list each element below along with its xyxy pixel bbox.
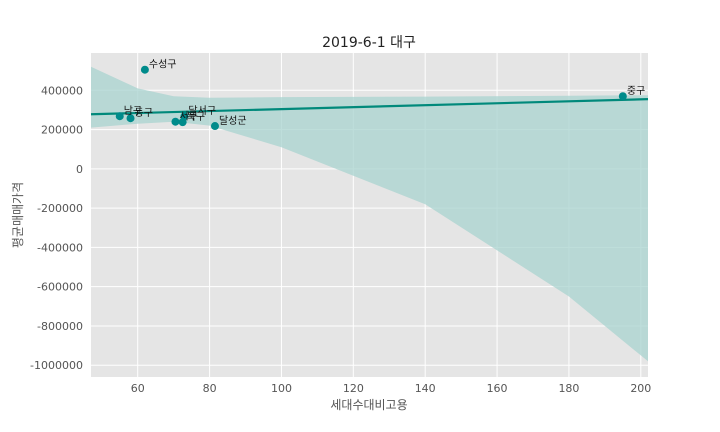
x-tick-label: 160 [487,382,508,395]
y-tick-label: -200000 [37,202,83,215]
point-label: 중구 [627,85,645,97]
x-tick-label: 140 [415,382,436,395]
point-label: 남구 [124,105,142,117]
y-tick-label: -1000000 [30,359,83,372]
y-axis-ticks: 400000 200000 0 -200000 -400000 -600000 -80000… [30,84,83,372]
confidence-band [91,66,648,362]
data-points [115,65,627,131]
chart-title: 2019-6-1 대구 [322,35,416,51]
regression-line-path [90,98,649,116]
data-point [171,117,180,126]
y-axis-label: 평균매매가격 [11,182,25,248]
confidence-band-area [91,66,648,362]
point-label: 서구 [179,111,197,123]
point-label: 북구 [187,111,205,123]
y-tick-label: 400000 [41,84,83,97]
x-tick-label: 80 [203,382,217,395]
y-tick-label: -400000 [37,241,83,254]
x-tick-label: 100 [271,382,292,395]
data-point [115,112,124,121]
y-tick-label: 200000 [41,124,83,137]
data-point [126,114,135,123]
x-tick-label: 60 [131,382,145,395]
x-axis-ticks: 60 80 100 120 140 160 180 200 [131,382,652,395]
data-point [140,65,149,74]
y-tick-label: -600000 [37,281,83,294]
data-point [178,118,187,127]
data-point [618,92,627,101]
point-label: 달서구 [188,105,216,117]
data-point [210,122,219,131]
point-label: 동구 [135,107,153,119]
x-tick-label: 120 [343,382,364,395]
point-label: 수성구 [149,59,177,71]
x-tick-label: 200 [630,382,651,395]
x-tick-label: 180 [558,382,579,395]
y-tick-label: 0 [76,163,83,176]
regression-line [90,98,649,116]
point-label: 달성군 [219,115,247,127]
x-axis-label: 세대수대비고용 [330,398,407,412]
y-tick-label: -800000 [37,320,83,333]
